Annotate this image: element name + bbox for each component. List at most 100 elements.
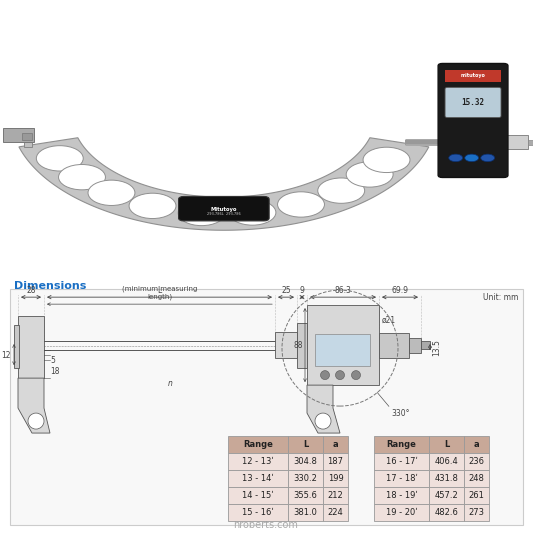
Text: 15 - 16ʹ: 15 - 16ʹ bbox=[242, 508, 274, 517]
Text: L: L bbox=[157, 286, 161, 295]
Circle shape bbox=[229, 200, 276, 225]
Text: 14 - 15ʹ: 14 - 15ʹ bbox=[242, 491, 274, 500]
Polygon shape bbox=[19, 138, 429, 230]
Text: 187: 187 bbox=[327, 457, 343, 466]
Text: mitutoyo: mitutoyo bbox=[461, 73, 486, 78]
Bar bbox=[323, 504, 348, 521]
Bar bbox=[315, 334, 370, 366]
Text: 25: 25 bbox=[281, 286, 291, 295]
Text: a: a bbox=[474, 440, 479, 449]
Text: 212: 212 bbox=[328, 491, 343, 500]
Circle shape bbox=[28, 413, 44, 429]
Text: Dimensions: Dimensions bbox=[14, 281, 86, 291]
Text: 28: 28 bbox=[26, 286, 36, 295]
Text: a: a bbox=[333, 440, 338, 449]
Circle shape bbox=[318, 178, 365, 203]
Bar bbox=[288, 453, 323, 470]
Text: Unit: mm: Unit: mm bbox=[482, 293, 518, 302]
Circle shape bbox=[351, 370, 360, 379]
Polygon shape bbox=[18, 378, 50, 433]
Circle shape bbox=[129, 193, 176, 219]
Text: 12 - 13ʹ: 12 - 13ʹ bbox=[242, 457, 274, 466]
Bar bbox=[228, 453, 288, 470]
Polygon shape bbox=[307, 385, 340, 433]
Circle shape bbox=[59, 165, 106, 190]
Bar bbox=[323, 487, 348, 504]
Bar bbox=[323, 470, 348, 487]
Bar bbox=[288, 436, 323, 453]
Bar bbox=[228, 487, 288, 504]
Bar bbox=[445, 69, 501, 82]
Bar bbox=[297, 323, 307, 368]
Text: 457.2: 457.2 bbox=[434, 491, 458, 500]
Bar bbox=[429, 487, 464, 504]
Circle shape bbox=[346, 162, 393, 187]
Text: 86.3: 86.3 bbox=[335, 286, 351, 295]
Text: 224: 224 bbox=[328, 508, 343, 517]
Bar bbox=[429, 504, 464, 521]
Bar bbox=[288, 470, 323, 487]
Circle shape bbox=[178, 200, 225, 225]
Circle shape bbox=[88, 180, 135, 206]
Bar bbox=[323, 436, 348, 453]
Text: 12: 12 bbox=[2, 351, 11, 360]
Text: 248: 248 bbox=[469, 474, 484, 483]
Bar bbox=[464, 487, 489, 504]
Bar bbox=[429, 436, 464, 453]
Bar bbox=[374, 504, 429, 521]
Bar bbox=[429, 453, 464, 470]
Bar bbox=[409, 338, 421, 353]
Text: 18 - 19ʹ: 18 - 19ʹ bbox=[385, 491, 417, 500]
Circle shape bbox=[481, 154, 495, 161]
Bar bbox=[22, 133, 32, 140]
Bar bbox=[504, 135, 528, 149]
Bar bbox=[374, 436, 429, 453]
Text: hroberts.com: hroberts.com bbox=[233, 520, 298, 530]
Text: 15.32: 15.32 bbox=[462, 98, 484, 107]
Text: Mitutoyo: Mitutoyo bbox=[211, 207, 237, 212]
Circle shape bbox=[449, 154, 463, 161]
Text: Range: Range bbox=[243, 440, 273, 449]
Text: n: n bbox=[167, 378, 173, 387]
Text: Range: Range bbox=[386, 440, 416, 449]
Text: 9: 9 bbox=[300, 286, 304, 295]
Circle shape bbox=[335, 370, 344, 379]
Bar bbox=[464, 453, 489, 470]
FancyBboxPatch shape bbox=[445, 87, 501, 118]
Bar bbox=[275, 332, 297, 358]
Text: 13.5: 13.5 bbox=[432, 338, 441, 356]
Bar bbox=[374, 453, 429, 470]
Bar bbox=[379, 333, 409, 358]
Bar bbox=[374, 470, 429, 487]
Text: 304.8: 304.8 bbox=[294, 457, 318, 466]
Bar bbox=[3, 128, 34, 142]
Bar bbox=[429, 470, 464, 487]
Text: 236: 236 bbox=[469, 457, 484, 466]
Circle shape bbox=[465, 154, 479, 161]
Bar bbox=[528, 140, 533, 144]
Circle shape bbox=[363, 147, 410, 173]
Bar bbox=[228, 504, 288, 521]
Text: L: L bbox=[303, 440, 308, 449]
Circle shape bbox=[278, 192, 325, 217]
Text: 406.4: 406.4 bbox=[434, 457, 458, 466]
Text: ø21: ø21 bbox=[382, 316, 396, 325]
Text: 261: 261 bbox=[469, 491, 484, 500]
Text: 17 - 18ʹ: 17 - 18ʹ bbox=[385, 474, 417, 483]
Bar bbox=[374, 487, 429, 504]
Bar bbox=[307, 305, 379, 385]
Text: 16 - 17ʹ: 16 - 17ʹ bbox=[385, 457, 417, 466]
Text: 381.0: 381.0 bbox=[294, 508, 318, 517]
Text: 293-786L  293-786: 293-786L 293-786 bbox=[207, 212, 241, 216]
Text: 482.6: 482.6 bbox=[434, 508, 458, 517]
FancyBboxPatch shape bbox=[179, 197, 269, 221]
Circle shape bbox=[315, 413, 331, 429]
Text: 13 - 14ʹ: 13 - 14ʹ bbox=[242, 474, 274, 483]
Bar bbox=[288, 504, 323, 521]
Text: 19 - 20ʹ: 19 - 20ʹ bbox=[386, 508, 417, 517]
Text: 330.2: 330.2 bbox=[294, 474, 318, 483]
Text: 355.6: 355.6 bbox=[294, 491, 318, 500]
FancyBboxPatch shape bbox=[438, 63, 508, 177]
Bar bbox=[228, 470, 288, 487]
Bar bbox=[504, 140, 525, 145]
